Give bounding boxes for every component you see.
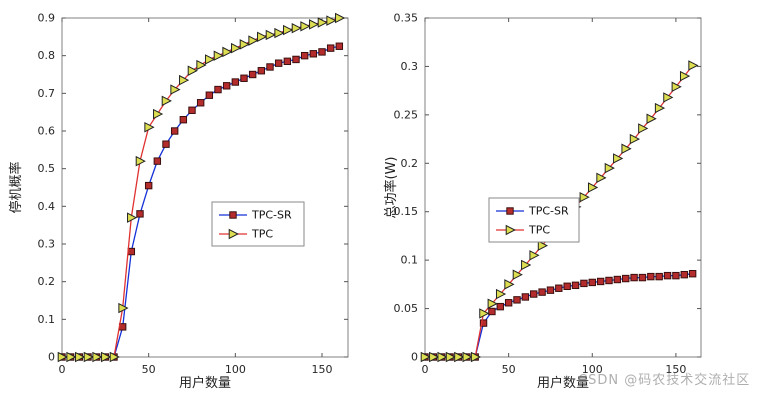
- legend-label: TPC: [251, 228, 273, 241]
- y-tick-label: 0.1: [38, 313, 56, 326]
- y-tick-label: 0: [48, 351, 55, 364]
- y-tick-label: 0.2: [401, 157, 419, 170]
- x-axis-label: 用户数量: [179, 375, 231, 391]
- y-tick-label: 0.7: [38, 87, 56, 100]
- left-chart-outage-probability: 0 50 100 150 0 0.1 0.2 0.3 0.4 0.5 0.6 0.7 0.8 0.9 用户数…: [8, 12, 349, 391]
- y-tick-label: 0.05: [394, 302, 419, 315]
- x-tick-label: 0: [59, 363, 66, 376]
- y-tick-label: 0: [411, 351, 418, 364]
- y-tick-label: 0.1: [401, 254, 419, 267]
- series-TPC: [57, 12, 346, 363]
- legend: TPC-SR TPC: [488, 197, 580, 243]
- y-tick-label: 0.9: [38, 12, 56, 25]
- x-tick-label: 100: [582, 363, 603, 376]
- y-tick-label: 0.3: [401, 60, 419, 73]
- x-tick-label: 150: [665, 363, 686, 376]
- axes: 0 50 100 150 0 0.05 0.1 0.15 0.2 0.25 0.3 0.35: [394, 12, 702, 376]
- y-tick-label: 0.15: [394, 205, 419, 218]
- x-tick-label: 100: [225, 363, 246, 376]
- y-axis-label: 停机概率: [8, 161, 24, 213]
- legend-label: TPC: [528, 224, 550, 237]
- x-axis-label: 用户数量: [537, 375, 589, 391]
- x-tick-label: 0: [422, 363, 429, 376]
- x-tick-label: 50: [142, 363, 156, 376]
- y-axis-label: 总功率(W): [383, 157, 399, 219]
- y-tick-label: 0.3: [38, 238, 56, 251]
- axes: 0 50 100 150 0 0.1 0.2 0.3 0.4 0.5 0.6 0.7 0.8 0.9: [38, 12, 349, 376]
- y-tick-label: 0.5: [38, 162, 56, 175]
- legend-label: TPC-SR: [251, 209, 292, 222]
- legend-label: TPC-SR: [528, 205, 569, 218]
- series-TPC-SR: [421, 270, 697, 361]
- y-tick-label: 0.35: [394, 12, 419, 25]
- legend: TPC-SR TPC: [211, 201, 305, 247]
- x-tick-label: 50: [502, 363, 516, 376]
- y-tick-label: 0.6: [38, 125, 56, 138]
- y-tick-label: 0.4: [38, 200, 56, 213]
- right-chart-total-power: 0 50 100 150 0 0.05 0.1 0.15 0.2 0.25 0.3 0.35 用户数量 总…: [383, 12, 702, 391]
- y-tick-label: 0.8: [38, 49, 56, 62]
- y-tick-label: 0.25: [394, 108, 419, 121]
- x-tick-label: 150: [312, 363, 333, 376]
- y-tick-label: 0.2: [38, 275, 56, 288]
